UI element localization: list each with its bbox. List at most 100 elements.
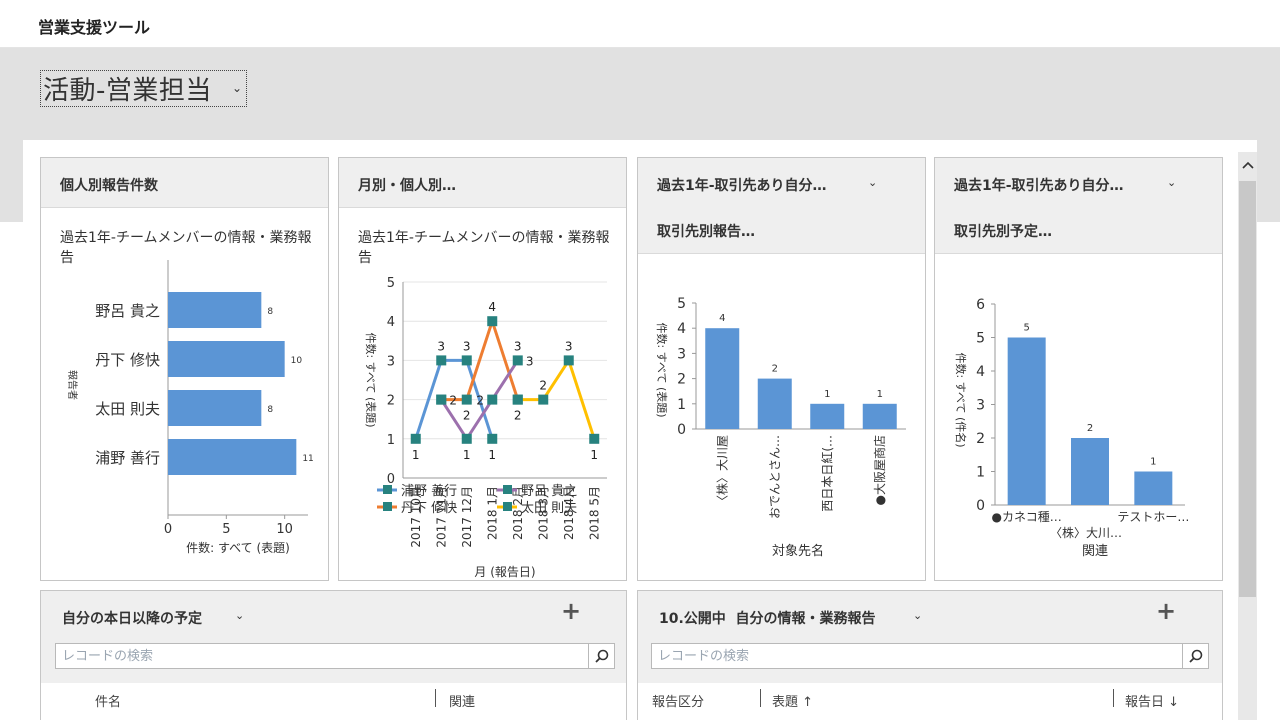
chart-subtitle: 取引先別報告… xyxy=(657,224,755,240)
add-icon[interactable]: + xyxy=(1156,597,1177,625)
card-header: 過去1年-取引先あり自分… ⌄ 取引先別予定… xyxy=(935,158,1222,254)
y-tick-label: 1 xyxy=(976,465,985,481)
y-tick-label: 5 xyxy=(387,276,395,291)
bar-value-label: 8 xyxy=(267,405,273,415)
top-bar: 営業支援ツール xyxy=(0,0,1280,48)
chevron-down-icon[interactable]: ⌄ xyxy=(235,609,245,622)
data-label: 3 xyxy=(463,339,471,353)
scroll-up-icon[interactable] xyxy=(1238,152,1257,178)
bar-value-label: 2 xyxy=(772,364,778,375)
data-point xyxy=(512,394,523,405)
list-title[interactable]: 自分の本日以降の予定 xyxy=(62,611,202,627)
card-title[interactable]: 過去1年-取引先あり自分… xyxy=(954,178,1124,194)
y-tick-label: 4 xyxy=(677,321,686,337)
column-header-report-date[interactable]: 報告日 ↓ xyxy=(1125,695,1180,710)
legend-marker xyxy=(383,485,392,494)
legend-marker xyxy=(503,485,512,494)
card-title[interactable]: 過去1年-取引先あり自分… xyxy=(657,178,827,194)
bar xyxy=(168,341,285,377)
chevron-down-icon: ⌄ xyxy=(231,81,242,95)
data-point xyxy=(487,394,498,405)
x-axis-title: 関連 xyxy=(1082,544,1108,559)
y-tick-label: 6 xyxy=(976,297,985,313)
chart-card-reports-by-person: 個人別報告件数 過去1年-チームメンバーの情報・業務報告 8 野呂 貴之 10 丹下 … xyxy=(40,157,329,581)
bar-chart[interactable]: 0 1 2 3 4 5 4 〈株〉大川屋 2 おでんとさん… 1 西日本日紅(… 1 ●大阪屋商店対象先名… xyxy=(638,255,925,581)
app-title: 営業支援ツール xyxy=(38,18,151,37)
add-icon[interactable]: + xyxy=(561,597,582,625)
chevron-down-icon[interactable]: ⌄ xyxy=(1167,176,1177,189)
y-tick-label: 0 xyxy=(387,472,395,487)
bar xyxy=(862,403,897,429)
search-input[interactable] xyxy=(652,644,1178,668)
scrollbar-thumb[interactable] xyxy=(1239,181,1256,597)
data-label: 2 xyxy=(514,409,522,423)
data-label: 2 xyxy=(449,394,457,408)
data-point xyxy=(512,355,523,366)
series-line xyxy=(414,358,494,440)
bar-chart[interactable]: 0 1 2 3 4 5 6 5 ●カネコ種… 2 〈株〉大川… 1 テストホー… 関連 件数: すべて (件… xyxy=(935,255,1222,581)
column-header-name[interactable]: 件名 xyxy=(95,695,122,710)
column-header-regarding[interactable]: 関連 xyxy=(449,695,476,710)
y-tick-label: 3 xyxy=(387,354,395,369)
bar-chart[interactable]: 8 野呂 貴之 10 丹下 修快 8 太田 則夫 11 浦野 善行 0 5 10 件数: すべて (表… xyxy=(41,250,328,580)
data-label: 3 xyxy=(526,354,534,368)
y-axis-title: 件数: すべて (表題) xyxy=(364,332,378,427)
y-axis-title: 報告者 xyxy=(66,370,79,400)
x-tick-label: 2018 3月 xyxy=(536,486,550,540)
x-tick-label: 2018 4月 xyxy=(562,486,576,540)
bar xyxy=(168,390,262,426)
bar-value-label: 1 xyxy=(877,389,883,400)
x-tick-label: ●大阪屋商店 xyxy=(872,435,887,505)
x-tick-label: 西日本日紅(… xyxy=(820,435,834,512)
search-icon[interactable] xyxy=(588,644,614,668)
y-tick-label: 2 xyxy=(387,394,395,409)
x-tick-label: おでんとさん… xyxy=(768,435,782,519)
dashboard-selector-label: 活動-営業担当 xyxy=(43,76,212,106)
chevron-down-icon[interactable]: ⌄ xyxy=(868,176,878,189)
bar-value-label: 4 xyxy=(719,313,725,324)
bar xyxy=(168,292,262,328)
x-tick-label: 2018 5月 xyxy=(587,486,601,540)
card-header: 個人別報告件数 xyxy=(41,158,328,208)
data-label: 1 xyxy=(488,448,496,462)
column-separator[interactable] xyxy=(435,689,436,707)
list-title[interactable]: 10.公開中 自分の情報・業務報告 xyxy=(659,611,876,627)
y-tick-label: 2 xyxy=(677,372,686,388)
search-input[interactable] xyxy=(56,644,584,668)
chart-card-account-schedule: 過去1年-取引先あり自分… ⌄ 取引先別予定… 0 1 2 3 4 5 6 5 ●カネコ種… 2 〈… xyxy=(934,157,1223,581)
list-card-my-reports: 10.公開中 自分の情報・業務報告 ⌄ + 報告区分 表題 ↑ 報告日 ↓ xyxy=(637,590,1223,720)
series-line xyxy=(441,316,520,402)
x-axis-title: 月 (報告日) xyxy=(474,565,535,579)
search-icon[interactable] xyxy=(1182,644,1208,668)
data-label: 2 xyxy=(476,394,484,408)
series-line xyxy=(439,359,520,442)
x-tick-label: テストホー… xyxy=(1117,510,1189,524)
data-point xyxy=(538,394,549,405)
category-label: 野呂 貴之 xyxy=(95,302,160,320)
list-header-row xyxy=(41,683,626,720)
column-separator[interactable] xyxy=(1113,689,1114,707)
legend-marker xyxy=(503,502,512,511)
data-point xyxy=(563,355,574,366)
x-axis-title: 件数: すべて (表題) xyxy=(186,540,290,555)
bar xyxy=(1134,471,1173,505)
data-label: 1 xyxy=(463,448,471,462)
chart-subtitle: 過去1年-チームメンバーの情報・業務報告 xyxy=(358,230,610,266)
y-tick-label: 5 xyxy=(677,296,686,312)
series-line xyxy=(517,356,596,440)
column-header-report-type[interactable]: 報告区分 xyxy=(652,695,705,710)
data-label: 3 xyxy=(514,339,522,353)
y-tick-label: 2 xyxy=(976,431,985,447)
column-header-subject[interactable]: 表題 ↑ xyxy=(772,695,814,710)
column-separator[interactable] xyxy=(760,689,761,707)
dashboard-selector[interactable]: 活動-営業担当 ⌄ xyxy=(40,70,247,107)
search-box xyxy=(651,643,1209,669)
chevron-down-icon[interactable]: ⌄ xyxy=(913,609,923,622)
category-label: 丹下 修快 xyxy=(95,351,160,369)
data-point xyxy=(461,355,472,366)
card-header: 月別・個人別… xyxy=(339,158,626,208)
x-tick-label: 2017 10月 xyxy=(409,486,423,548)
y-axis-title: 件数: すべて (表題) xyxy=(655,322,669,417)
search-box xyxy=(55,643,615,669)
